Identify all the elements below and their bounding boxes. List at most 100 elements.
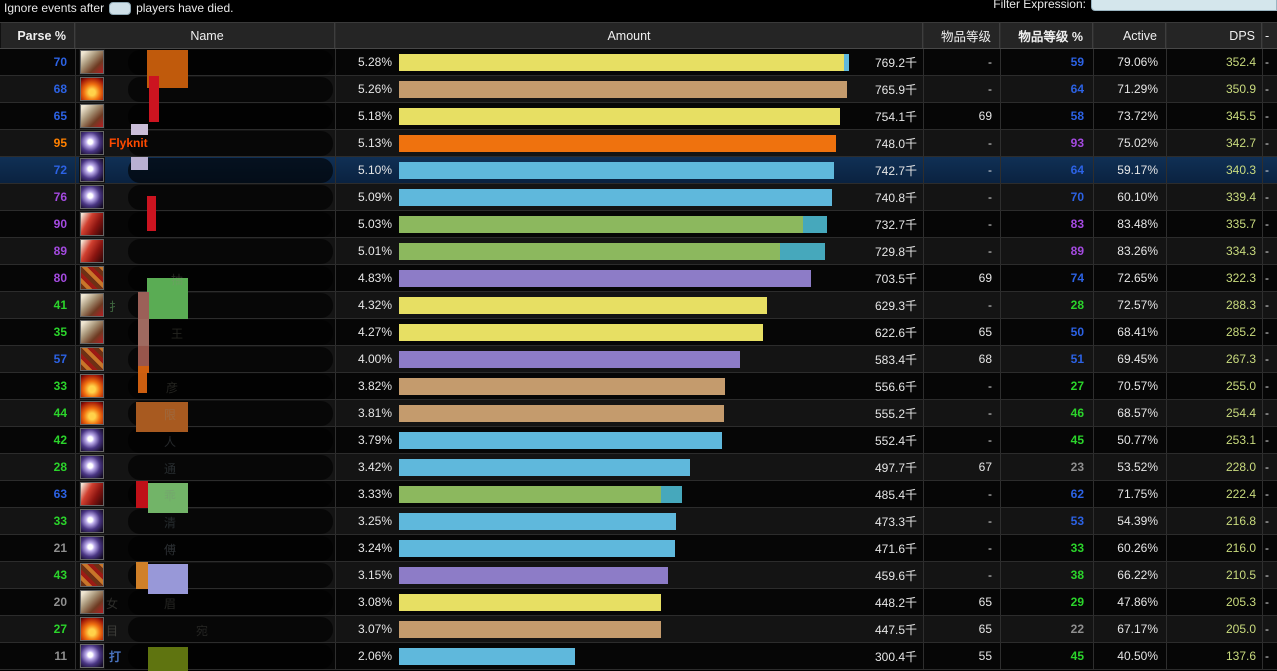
column-header-4[interactable]: 物品等级 %: [1000, 23, 1093, 48]
damage-bar: [399, 512, 849, 530]
dps-value: 253.1: [1166, 427, 1262, 453]
extra-column-value: -: [1262, 238, 1277, 264]
player-name-cell: 打: [75, 643, 335, 671]
amount-cell: 3.25% 473.3千: [335, 508, 923, 534]
item-level-percent-value: 58: [1000, 103, 1093, 129]
parse-percent-value: 33: [53, 379, 67, 393]
censor-block: [149, 76, 159, 122]
dps-value: 288.3: [1166, 292, 1262, 318]
table-row[interactable]: 28 通 3.42% 497.7千 67 23 53.52% 228.0-: [0, 454, 1277, 481]
filter-expression-label: Filter Expression:: [993, 0, 1086, 11]
table-row[interactable]: 20 女眉 3.08% 448.2千 65 29 47.86% 205.3-: [0, 589, 1277, 616]
spec-icon: [79, 184, 105, 210]
damage-bar-segment: [399, 350, 741, 368]
amount-cell: 5.13% 748.0千: [335, 130, 923, 156]
active-percent-value: 54.39%: [1093, 508, 1166, 534]
damage-bar-segment: [399, 458, 691, 476]
table-row[interactable]: 80 抽 4.83% 703.5千 69 74 72.65% 322.3-: [0, 265, 1277, 319]
ghost-name-text: 王: [171, 327, 184, 341]
amount-cell: 5.09% 740.8千: [335, 184, 923, 210]
ghost-name-text: 傅: [164, 543, 177, 557]
table-row[interactable]: 70 5.28% 769.2千 -59 79.06% 352.4-: [0, 49, 1277, 88]
table-row[interactable]: 27 目宛 3.07% 447.5千 65 22 67.17% 205.0-: [0, 616, 1277, 643]
column-header-2[interactable]: Amount: [335, 23, 923, 48]
item-level-percent-value: 89: [1000, 238, 1093, 264]
table-row[interactable]: 33 清 3.25% 473.3千 -53 54.39% 216.8-: [0, 508, 1277, 535]
item-level-value: 68: [923, 346, 1000, 372]
spec-icon: [79, 454, 105, 480]
ghost-name-text: 清: [164, 516, 177, 530]
player-name[interactable]: Flyknit: [109, 136, 148, 150]
damage-bar: [399, 296, 849, 314]
column-header-1[interactable]: Name: [75, 23, 335, 48]
parse-percent-value: 63: [53, 487, 67, 501]
column-header-3[interactable]: 物品等级: [923, 23, 1000, 48]
dps-value: 254.4: [1166, 400, 1262, 426]
censor-blob: [128, 212, 333, 237]
amount-cell: 5.28% 769.2千: [335, 49, 923, 75]
active-percent-value: 60.26%: [1093, 535, 1166, 561]
column-header-6[interactable]: DPS: [1166, 23, 1262, 48]
damage-percent-value: 4.83%: [357, 271, 392, 285]
damage-amount-value: 556.6千: [874, 379, 917, 394]
damage-amount-value: 703.5千: [874, 271, 917, 286]
damage-bar: [399, 485, 849, 503]
player-name-cell: [75, 184, 335, 211]
table-row[interactable]: 95 Flyknit 5.13% 748.0千 -93 75.02% 342.7-: [0, 124, 1277, 157]
column-header-5[interactable]: Active: [1093, 23, 1166, 48]
censor-block: [138, 373, 147, 393]
censor-block: [131, 157, 148, 170]
table-row[interactable]: 41 扌 4.32% 629.3千 -28 72.57% 288.3-: [0, 292, 1277, 319]
spec-icon: [79, 76, 105, 102]
item-level-value: -: [923, 373, 1000, 399]
column-header-0[interactable]: Parse %: [0, 23, 75, 48]
table-row[interactable]: 11 打 2.06% 300.4千 55 45 40.50% 137.6-: [0, 643, 1277, 671]
spec-icon: [79, 292, 105, 318]
item-level-percent-value: 50: [1000, 319, 1093, 345]
damage-percent-value: 3.79%: [357, 433, 392, 447]
extra-column-value: -: [1262, 319, 1277, 345]
censor-blob: [128, 347, 333, 372]
damage-percent-value: 3.08%: [357, 595, 392, 609]
deaths-count-input[interactable]: [109, 1, 132, 15]
dps-value: 210.5: [1166, 562, 1262, 588]
damage-bar: [399, 80, 849, 98]
table-row[interactable]: 21 傅 3.24% 471.6千 -33 60.26% 216.0-: [0, 535, 1277, 562]
table-row[interactable]: 57 4.00% 583.4千 68 51 69.45% 267.3-: [0, 346, 1277, 373]
dps-value: 342.7: [1166, 130, 1262, 156]
amount-cell: 3.82% 556.6千: [335, 373, 923, 399]
table-row[interactable]: 35 王 4.27% 622.6千 65 50 68.41% 285.2-: [0, 319, 1277, 346]
dps-value: 345.5: [1166, 103, 1262, 129]
table-row[interactable]: 42 人 3.79% 552.4千 -45 50.77% 253.1-: [0, 427, 1277, 454]
amount-cell: 3.07% 447.5千: [335, 616, 923, 642]
censor-blob: [128, 320, 333, 345]
table-row[interactable]: 63 乖 3.33% 485.4千 -62 71.75% 222.4-: [0, 481, 1277, 513]
player-name-cell: [75, 49, 335, 88]
item-level-percent-value: 23: [1000, 454, 1093, 480]
item-level-value: 69: [923, 103, 1000, 129]
table-row[interactable]: 76 5.09% 740.8千 -70 60.10% 339.4-: [0, 184, 1277, 211]
damage-amount-value: 555.2千: [874, 406, 917, 421]
ghost-name-text: 目: [106, 624, 119, 638]
amount-cell: 4.27% 622.6千: [335, 319, 923, 345]
table-row[interactable]: 68 5.26% 765.9千 -64 71.29% 350.9-: [0, 76, 1277, 122]
active-percent-value: 83.48%: [1093, 211, 1166, 237]
damage-percent-value: 5.26%: [357, 82, 392, 96]
table-row[interactable]: 43 3.15% 459.6千 -38 66.22% 210.5-: [0, 562, 1277, 594]
active-percent-value: 79.06%: [1093, 49, 1166, 75]
table-row[interactable]: 33 彦 3.82% 556.6千 -27 70.57% 255.0-: [0, 373, 1277, 400]
table-row[interactable]: 65 5.18% 754.1千 69 58 73.72% 345.5-: [0, 103, 1277, 130]
active-percent-value: 59.17%: [1093, 157, 1166, 183]
extra-column-value: -: [1262, 130, 1277, 156]
table-row[interactable]: 90 5.03% 732.7千 -83 83.48% 335.7-: [0, 211, 1277, 238]
dps-ranking-table: Parse % Name Amount 物品等级 物品等级 % Active DPS - 70…: [0, 22, 1277, 671]
table-row[interactable]: 44 限 3.81% 555.2千 -46 68.57% 254.4-: [0, 400, 1277, 432]
dps-value: 285.2: [1166, 319, 1262, 345]
column-header-7[interactable]: -: [1262, 23, 1277, 48]
player-name-cell: 限: [75, 400, 335, 432]
item-level-percent-value: 45: [1000, 427, 1093, 453]
filter-expression-input[interactable]: [1091, 0, 1277, 11]
table-row[interactable]: 72 5.10% 742.7千 -64 59.17% 340.3-: [0, 157, 1277, 184]
player-name[interactable]: 打: [109, 649, 122, 664]
table-row[interactable]: 89 5.01% 729.8千 -89 83.26% 334.3-: [0, 238, 1277, 265]
